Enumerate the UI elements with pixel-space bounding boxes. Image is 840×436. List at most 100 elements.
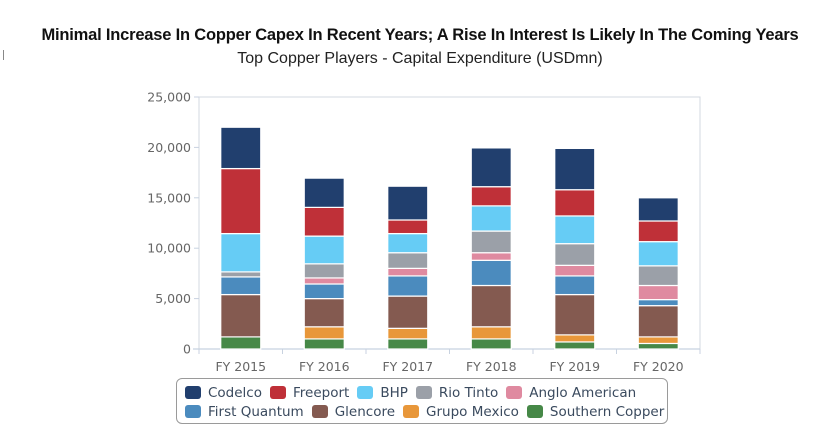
bar-segment-grupo-mexico[interactable] bbox=[637, 336, 679, 345]
y-tick-label: 10,000 bbox=[147, 241, 191, 256]
bar-segment-glencore[interactable] bbox=[554, 293, 596, 336]
legend-item-glencore[interactable]: Glencore bbox=[311, 403, 396, 420]
bar-segment-freeport[interactable] bbox=[303, 206, 345, 237]
legend-swatch bbox=[415, 386, 432, 399]
bar-segment-grupo-mexico[interactable] bbox=[470, 326, 512, 340]
bar-segment-southern-copper[interactable] bbox=[303, 338, 345, 350]
bar-segment-southern-copper[interactable] bbox=[470, 338, 512, 350]
legend-label: First Quantum bbox=[208, 403, 304, 420]
chart-subtitle: Top Copper Players - Capital Expenditure… bbox=[237, 50, 603, 67]
legend-label: Rio Tinto bbox=[438, 384, 499, 401]
bar-segment-first-quantum[interactable] bbox=[220, 276, 262, 296]
bar-segment-bhp[interactable] bbox=[637, 241, 679, 267]
axes: 0 5,000 10,000 15,000 20,000 25,000 FY 2015 FY … bbox=[147, 90, 701, 374]
bar-segment-codelco[interactable] bbox=[220, 126, 262, 170]
legend-label: Glencore bbox=[334, 403, 396, 420]
y-tick-label: 5,000 bbox=[155, 291, 191, 306]
bar-segment-codelco[interactable] bbox=[303, 177, 345, 208]
y-tick-label: 0 bbox=[183, 342, 191, 357]
bar-segment-southern-copper[interactable] bbox=[220, 336, 262, 350]
bar-segment-southern-copper[interactable] bbox=[637, 342, 679, 350]
bar-segment-first-quantum[interactable] bbox=[637, 299, 679, 307]
legend-row: Codelco Freeport BHP Rio Tinto Anglo America… bbox=[185, 383, 661, 402]
legend-swatch bbox=[526, 405, 543, 418]
legend-item-rio-tinto[interactable]: Rio Tinto bbox=[415, 384, 499, 401]
bar-segment-codelco[interactable] bbox=[637, 197, 679, 222]
chart-title: Minimal Increase In Copper Capex In Rece… bbox=[41, 26, 799, 44]
bar-segment-bhp[interactable] bbox=[220, 232, 262, 273]
legend-label: BHP bbox=[380, 384, 408, 401]
legend-swatch bbox=[357, 386, 374, 399]
bar-segment-anglo-american[interactable] bbox=[637, 284, 679, 301]
x-tick-label: FY 2017 bbox=[382, 359, 433, 374]
bar-segment-freeport[interactable] bbox=[637, 220, 679, 243]
bar-segment-glencore[interactable] bbox=[303, 298, 345, 328]
legend-label: Anglo American bbox=[529, 384, 637, 401]
bars bbox=[220, 126, 679, 350]
legend-item-bhp[interactable]: BHP bbox=[357, 385, 408, 401]
x-tick-label: FY 2018 bbox=[466, 359, 517, 374]
legend-item-freeport[interactable]: Freeport bbox=[270, 385, 349, 401]
bar-segment-glencore[interactable] bbox=[470, 284, 512, 328]
bar-segment-rio-tinto[interactable] bbox=[470, 230, 512, 254]
bar-segment-bhp[interactable] bbox=[303, 235, 345, 265]
bar-segment-codelco[interactable] bbox=[554, 147, 596, 191]
x-tick-label: FY 2015 bbox=[215, 359, 266, 374]
legend-label: Freeport bbox=[293, 384, 350, 401]
bar-segment-glencore[interactable] bbox=[387, 295, 429, 329]
bar-segment-rio-tinto[interactable] bbox=[303, 263, 345, 279]
bar-segment-grupo-mexico[interactable] bbox=[554, 334, 596, 343]
legend-item-codelco[interactable]: Codelco bbox=[185, 385, 262, 401]
bar-segment-glencore[interactable] bbox=[220, 293, 262, 338]
legend-item-grupo-mexico[interactable]: Grupo Mexico bbox=[403, 404, 519, 420]
bar-segment-bhp[interactable] bbox=[554, 215, 596, 245]
legend-item-southern-copper[interactable]: Southern Copper bbox=[526, 403, 665, 420]
x-tick-label: FY 2019 bbox=[549, 359, 600, 374]
plot-frame bbox=[198, 96, 701, 350]
bar-segment-southern-copper[interactable] bbox=[554, 341, 596, 350]
bar-segment-first-quantum[interactable] bbox=[303, 283, 345, 300]
legend-label: Codelco bbox=[208, 384, 262, 401]
legend-item-first-quantum[interactable]: First Quantum bbox=[185, 404, 304, 420]
bar-segment-glencore[interactable] bbox=[637, 305, 679, 338]
bar-segment-codelco[interactable] bbox=[470, 147, 512, 188]
bar-segment-first-quantum[interactable] bbox=[470, 259, 512, 287]
legend-item-anglo-american[interactable]: Anglo American bbox=[506, 385, 636, 401]
legend-swatch bbox=[506, 386, 523, 399]
legend: Codelco Freeport BHP Rio Tinto Anglo America… bbox=[176, 378, 668, 424]
legend-label: Southern Copper bbox=[549, 403, 665, 420]
bar-segment-codelco[interactable] bbox=[387, 185, 429, 221]
bar-segment-anglo-american[interactable] bbox=[303, 277, 345, 285]
x-tick-label: FY 2020 bbox=[633, 359, 684, 374]
bar-segment-rio-tinto[interactable] bbox=[637, 265, 679, 287]
y-tick-label: 15,000 bbox=[147, 190, 191, 205]
bar-segment-freeport[interactable] bbox=[470, 186, 512, 207]
bar-segment-anglo-american[interactable] bbox=[387, 267, 429, 277]
y-tick-label: 20,000 bbox=[147, 140, 191, 155]
bar-segment-first-quantum[interactable] bbox=[554, 275, 596, 296]
y-tick-label: 25,000 bbox=[147, 90, 191, 105]
bar-segment-first-quantum[interactable] bbox=[387, 275, 429, 297]
bar-segment-freeport[interactable] bbox=[554, 189, 596, 217]
bar-segment-bhp[interactable] bbox=[470, 205, 512, 232]
bar-segment-rio-tinto[interactable] bbox=[554, 243, 596, 266]
bar-segment-rio-tinto[interactable] bbox=[387, 252, 429, 269]
bar-segment-anglo-american[interactable] bbox=[554, 264, 596, 277]
bar-segment-grupo-mexico[interactable] bbox=[387, 327, 429, 340]
legend-swatch bbox=[270, 386, 286, 399]
legend-swatch bbox=[185, 405, 201, 418]
bar-segment-bhp[interactable] bbox=[387, 232, 429, 254]
bar-segment-southern-copper[interactable] bbox=[387, 338, 429, 350]
x-tick-label: FY 2016 bbox=[299, 359, 350, 374]
bar-segment-anglo-american[interactable] bbox=[470, 252, 512, 261]
edge-mark bbox=[3, 50, 4, 60]
legend-swatch bbox=[403, 405, 420, 418]
bar-segment-freeport[interactable] bbox=[220, 167, 262, 235]
legend-swatch bbox=[311, 405, 328, 418]
legend-swatch bbox=[185, 386, 201, 399]
bar-segment-grupo-mexico[interactable] bbox=[303, 326, 345, 340]
bar-segment-rio-tinto[interactable] bbox=[220, 271, 262, 278]
legend-label: Grupo Mexico bbox=[426, 403, 519, 420]
bar-segment-freeport[interactable] bbox=[387, 219, 429, 235]
